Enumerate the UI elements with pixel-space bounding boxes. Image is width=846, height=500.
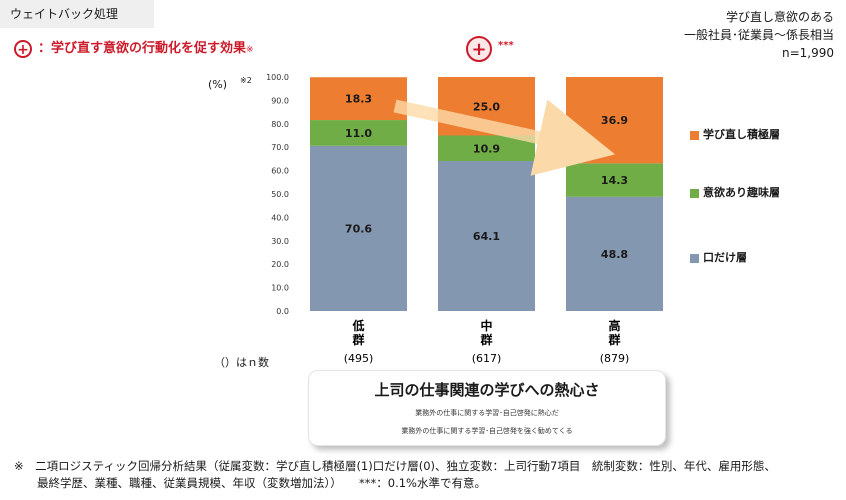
title-note-mark: ※ bbox=[246, 45, 254, 55]
weightback-tab[interactable]: ウェイトバック処理 bbox=[0, 0, 154, 28]
sample-description: 学び直し意欲のある 一般社員･従業員～係長相当 n=1,990 bbox=[684, 8, 834, 62]
footnote-line-2: 最終学歴、業種、職種、従業員規模、年収（変数増加法）） ***：0.1%水準で有… bbox=[14, 476, 486, 490]
callout-line-1: 業務外の仕事に関する学習･自己啓発に熱心だ bbox=[415, 409, 559, 417]
y-tick-label: 100.0 bbox=[266, 73, 289, 82]
category-label: 高 bbox=[608, 318, 620, 333]
legend-item: 口だけ層 bbox=[690, 249, 747, 265]
footnote-line-1: ※ 二項ロジスティック回帰分析結果（従属変数：学び直し積極層(1)口だけ層(0)… bbox=[14, 459, 776, 473]
significance-stars: *** bbox=[498, 40, 514, 51]
category-label: 低 bbox=[351, 318, 364, 333]
bars-group: 70.6 11.0 18.3 64.1 10.9 25.0 48.8 14.3 36.9 bbox=[310, 77, 663, 311]
data-label: 64.1 bbox=[473, 230, 500, 243]
legend-label: 口だけ層 bbox=[703, 251, 747, 264]
n-value-label: (879) bbox=[600, 352, 630, 365]
data-label: 36.9 bbox=[601, 114, 628, 127]
legend-item: 学び直し積極層 bbox=[690, 126, 780, 142]
callout-line-2: 業務外の仕事に関する学習･自己啓発を強く勧めてくる bbox=[401, 427, 573, 435]
category-label: 群 bbox=[351, 332, 364, 347]
bar-segment bbox=[438, 161, 535, 311]
data-label: 25.0 bbox=[473, 100, 500, 113]
y-tick-label: 10.0 bbox=[271, 284, 289, 293]
sample-size: n=1,990 bbox=[781, 46, 834, 60]
sample-line-1: 学び直し意欲のある bbox=[725, 10, 834, 24]
y-tick-label: 40.0 bbox=[271, 213, 289, 222]
stacked-bar-chart: 0.0 10.0 20.0 30.0 40.0 50.0 60.0 70.0 80.0 90.0 1… bbox=[266, 73, 663, 365]
legend-swatch bbox=[690, 253, 699, 263]
category-label: 中 bbox=[480, 318, 492, 333]
chart-title: ：学び直す意欲の行動化を促す効果※ bbox=[38, 40, 254, 59]
sample-line-2: 一般社員･従業員～係長相当 bbox=[683, 28, 834, 42]
y-axis-unit: (%) bbox=[208, 78, 228, 91]
n-value-label: (617) bbox=[472, 352, 502, 365]
y-tick-label: 50.0 bbox=[271, 190, 289, 199]
category-label: 群 bbox=[479, 332, 492, 347]
bar-segment bbox=[310, 77, 407, 121]
y-tick-label: 60.0 bbox=[271, 167, 289, 176]
chart-title-text: ：学び直す意欲の行動化を促す効果 bbox=[38, 41, 247, 56]
data-label: 11.0 bbox=[345, 127, 372, 140]
data-label: 10.9 bbox=[473, 142, 500, 155]
bar-segment bbox=[566, 196, 663, 311]
legend-label: 意欲あり趣味層 bbox=[703, 186, 780, 199]
y-tick-label: 80.0 bbox=[271, 120, 289, 129]
y-tick-label: 90.0 bbox=[271, 96, 289, 105]
y-tick-label: 30.0 bbox=[271, 237, 289, 246]
callout-title: 上司の仕事関連の学びへの熱心さ bbox=[374, 381, 600, 399]
plus-icon: + bbox=[14, 40, 32, 58]
legend-item: 意欲あり趣味層 bbox=[690, 184, 780, 200]
y-axis-unit-note: ※2 bbox=[240, 76, 252, 85]
n-label: （）はｎ数 bbox=[214, 356, 269, 369]
legend-swatch bbox=[690, 130, 699, 140]
data-label: 18.3 bbox=[345, 93, 372, 106]
legend-label: 学び直し積極層 bbox=[703, 128, 780, 141]
category-label: 群 bbox=[607, 332, 620, 347]
data-label: 48.8 bbox=[601, 248, 628, 261]
n-value-label: (495) bbox=[344, 352, 374, 365]
data-label: 70.6 bbox=[345, 222, 372, 235]
legend-swatch bbox=[690, 188, 699, 198]
callout-box: 上司の仕事関連の学びへの熱心さ 業務外の仕事に関する学習･自己啓発に熱心だ 業務… bbox=[308, 370, 666, 446]
data-label: 14.3 bbox=[601, 174, 628, 187]
bar-segment bbox=[310, 120, 407, 146]
bar-segment bbox=[310, 145, 407, 311]
y-axis-ticks: 0.0 10.0 20.0 30.0 40.0 50.0 60.0 70.0 80.0 90.0 1… bbox=[266, 73, 289, 316]
y-tick-label: 0.0 bbox=[276, 307, 289, 316]
x-axis-labels: 低群(495)中群(617)高群(879) bbox=[344, 318, 630, 365]
y-tick-label: 70.0 bbox=[271, 143, 289, 152]
significance-plus-icon: + bbox=[466, 36, 492, 62]
trend-arrow bbox=[393, 99, 616, 176]
y-tick-label: 20.0 bbox=[271, 260, 289, 269]
